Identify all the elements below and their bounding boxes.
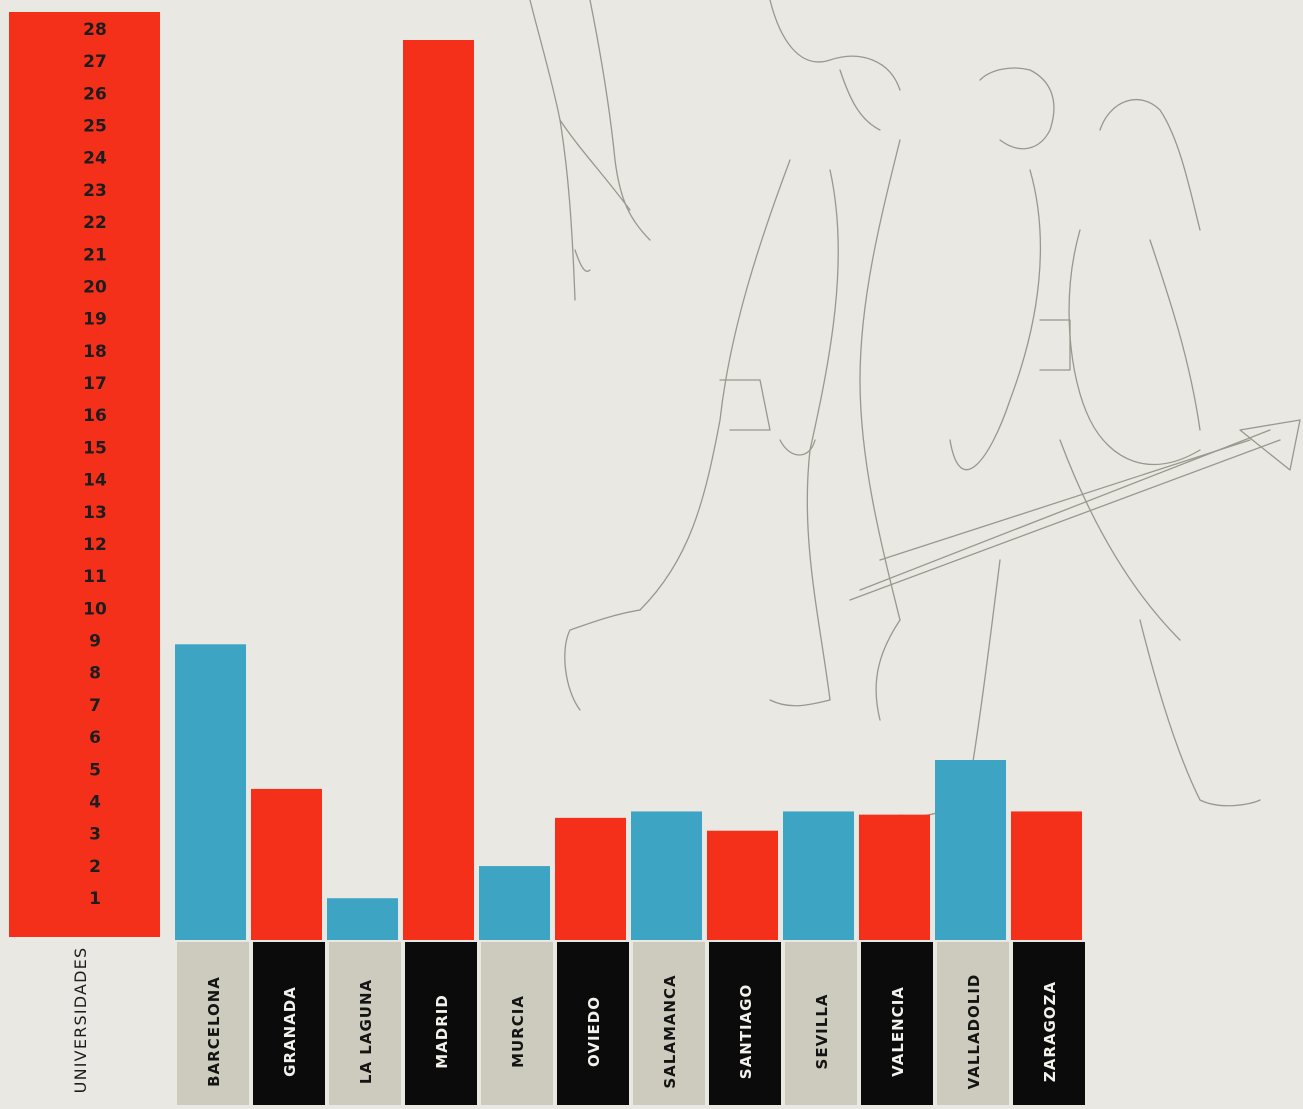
y-tick-label: 27 [83,52,107,72]
bar [707,830,778,940]
category-label-box [329,942,401,1105]
y-tick-label: 17 [83,374,107,394]
y-tick-label: 10 [83,599,107,619]
y-tick-label: 2 [89,857,101,877]
category-label-box [1013,942,1085,1105]
category-label: VALLADOLID [965,974,983,1090]
category-label: OVIEDO [585,996,603,1067]
bars [175,40,1082,940]
category-label-box [481,942,553,1105]
category-label: GRANADA [281,986,299,1077]
category-label: SALAMANCA [661,974,679,1088]
y-tick-label: 6 [89,728,101,748]
category-label-box [405,942,477,1105]
y-tick-label: 11 [83,567,107,587]
category-label-box [709,942,781,1105]
bar [555,817,626,940]
bar [1011,811,1082,940]
bar [175,644,246,940]
y-tick-label: 23 [83,181,107,201]
category-label: BARCELONA [205,976,223,1087]
y-tick-label: 7 [89,696,101,716]
y-tick-label: 16 [83,406,107,426]
category-label-box [177,942,249,1105]
y-tick-label: 12 [83,535,107,555]
y-tick-label: 4 [89,792,101,812]
y-tick-label: 1 [89,889,101,909]
category-label-box [785,942,857,1105]
bar [327,898,398,940]
walking-figures-illustration [529,0,1301,817]
bar [631,811,702,940]
category-labels: BARCELONA GRANADA LA LAGUNA MADRID MURCIA OVI… [177,942,1085,1105]
category-label-box [937,942,1009,1105]
y-tick-label: 21 [83,245,107,265]
bar [935,760,1006,940]
y-tick-label: 25 [83,117,107,137]
y-axis-scale-bar [9,12,160,937]
y-tick-label: 26 [83,84,107,104]
y-tick-label: 9 [89,632,101,652]
y-tick-label: 14 [83,471,107,491]
category-label-box [557,942,629,1105]
category-label-box [253,942,325,1105]
axis-title: UNIVERSIDADES [71,947,90,1094]
category-label: VALENCIA [889,986,907,1077]
category-label-box [633,942,705,1105]
y-tick-label: 19 [83,310,107,330]
scale-column [9,12,160,937]
y-tick-label: 15 [83,438,107,458]
y-tick-label: 18 [83,342,107,362]
y-tick-label: 13 [83,503,107,523]
y-tick-label: 28 [83,20,107,40]
y-axis-ticks: 1234567891011121314151617181920212223242… [83,20,107,909]
y-tick-label: 5 [89,760,101,780]
y-tick-label: 8 [89,664,101,684]
bar [479,866,550,940]
y-tick-label: 22 [83,213,107,233]
bar [859,814,930,940]
y-tick-label: 24 [83,149,107,169]
bar [251,788,322,940]
category-label: ZARAGOZA [1041,981,1059,1082]
bar [403,40,474,940]
category-label: LA LAGUNA [357,979,375,1084]
category-label-box [861,942,933,1105]
category-label: SANTIAGO [737,984,755,1079]
category-label: SEVILLA [813,994,831,1070]
bar [783,811,854,940]
y-tick-label: 3 [89,825,101,845]
category-label: MADRID [433,994,451,1069]
y-tick-label: 20 [83,277,107,297]
category-label: MURCIA [509,995,527,1068]
